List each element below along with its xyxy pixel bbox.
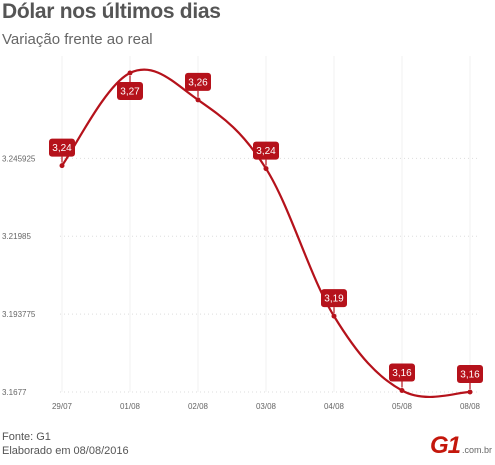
data-label-badge (389, 363, 415, 382)
source-text: Fonte: G1 (2, 431, 51, 443)
data-label-badge (49, 138, 75, 157)
data-point (399, 388, 405, 394)
logo-mark: G1 (430, 432, 461, 459)
chart-title: Dólar nos últimos dias (2, 0, 221, 23)
y-tick-label: 3.245925 (2, 154, 36, 163)
data-point (263, 166, 269, 172)
x-tick-label: 03/08 (256, 402, 277, 411)
x-tick-label: 01/08 (120, 402, 141, 411)
data-label: 3,19 (324, 294, 344, 305)
x-tick-label: 05/08 (392, 402, 413, 411)
data-label: 3,27 (120, 86, 140, 97)
footer: Fonte: G1 Elaborado em 08/08/2016 (2, 430, 129, 458)
data-label: 3,24 (52, 143, 72, 154)
data-point (331, 313, 337, 319)
chart-subtitle: Variação frente ao real (2, 31, 153, 48)
x-tick-label: 29/07 (52, 402, 73, 411)
data-label-badge (253, 141, 279, 160)
data-label-badge (185, 72, 211, 91)
y-tick-label: 3.1677 (2, 388, 27, 397)
data-point (467, 389, 473, 395)
data-label-badge (457, 365, 483, 383)
elaborated-date: Elaborado em 08/08/2016 (2, 445, 129, 457)
data-label: 3,16 (392, 368, 412, 379)
data-label-badge (321, 289, 347, 308)
line-chart: 3.245925 3.21985 3.193775 3.1677 29/07 01/08 0… (2, 56, 483, 411)
data-label-badge (117, 81, 143, 100)
data-point (195, 97, 201, 103)
data-label: 3,16 (460, 370, 480, 381)
x-tick-label: 08/08 (460, 402, 481, 411)
data-point (59, 163, 65, 169)
data-label: 3,24 (256, 146, 276, 157)
x-tick-label: 02/08 (188, 402, 209, 411)
logo-domain: .com.br (462, 445, 493, 455)
x-tick-label: 04/08 (324, 402, 345, 411)
g1-logo: G1 .com.br (430, 432, 492, 460)
y-tick-label: 3.21985 (2, 232, 31, 241)
data-point (127, 70, 133, 76)
data-label: 3,26 (188, 77, 208, 88)
y-tick-label: 3.193775 (2, 310, 36, 319)
